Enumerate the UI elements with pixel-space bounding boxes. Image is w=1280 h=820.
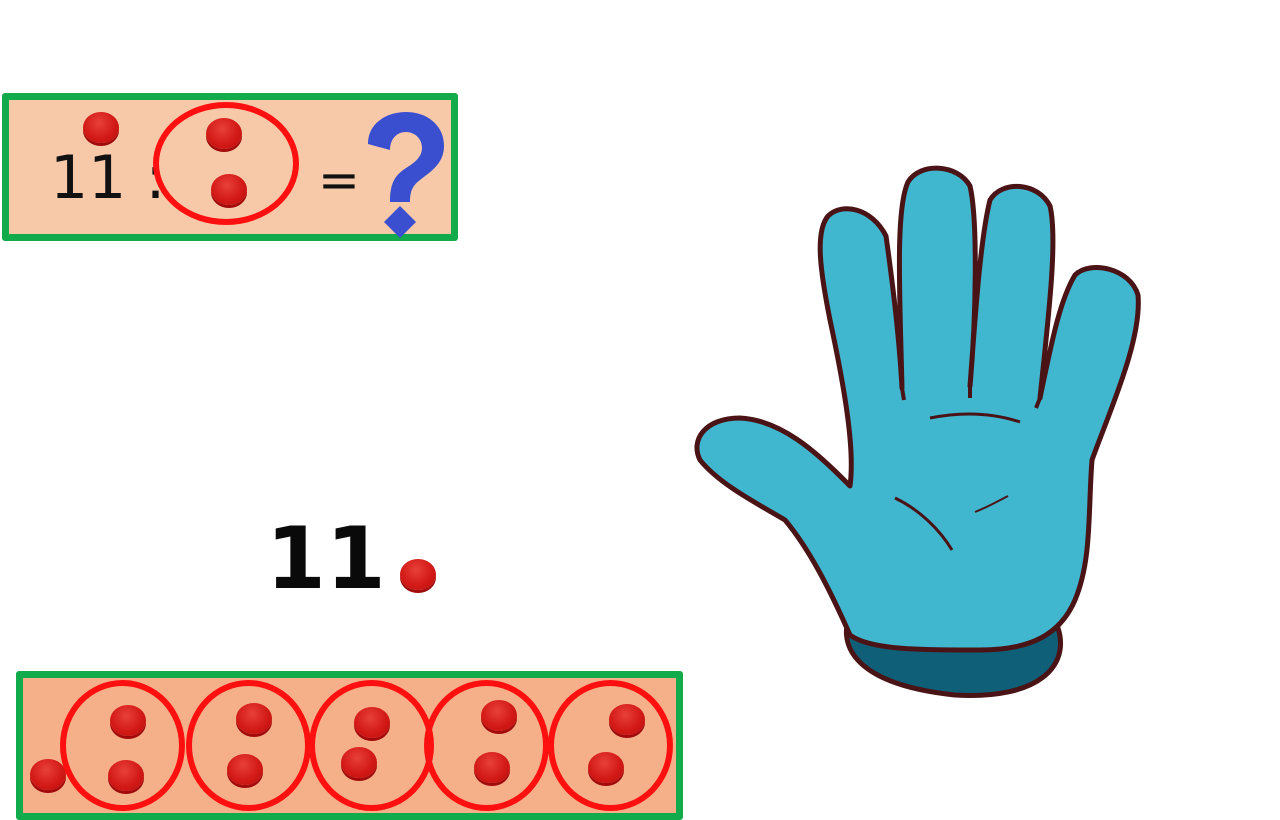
counter-dot <box>206 118 242 149</box>
counter-dot <box>474 752 510 783</box>
group-ring <box>60 680 185 811</box>
open-hand-five-fingers-icon <box>694 165 1141 698</box>
question-mark-icon <box>368 112 444 238</box>
equation-dividend: 11 : <box>50 143 166 213</box>
counter-dot <box>481 700 517 731</box>
counter-dot <box>211 174 247 205</box>
counter-dot <box>83 112 119 143</box>
counter-dot <box>609 704 645 735</box>
counter-dot <box>108 760 144 791</box>
equals-sign: = <box>318 151 360 209</box>
counter-dot <box>110 705 146 736</box>
remainder-dot <box>30 759 66 790</box>
counter-dot <box>227 754 263 785</box>
group-ring <box>548 680 673 811</box>
counter-dot <box>400 559 436 590</box>
group-ring <box>309 680 434 811</box>
total-number: 11 <box>266 509 386 609</box>
group-ring <box>153 102 299 225</box>
group-ring <box>186 680 311 811</box>
group-ring <box>424 680 549 811</box>
counter-dot <box>236 703 272 734</box>
counter-dot <box>341 747 377 778</box>
counter-dot <box>354 707 390 738</box>
counter-dot <box>588 752 624 783</box>
